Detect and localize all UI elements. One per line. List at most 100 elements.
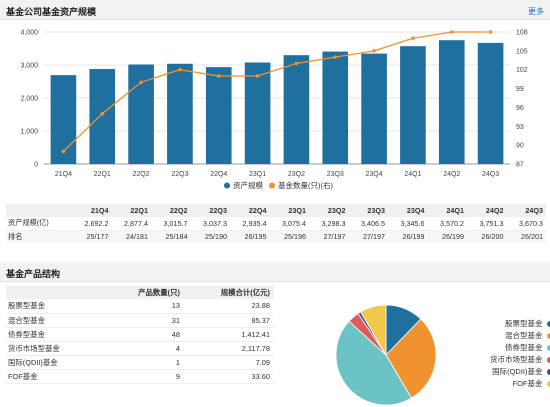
x-tick: 22Q4 [210,171,227,178]
scale-cell: 3,298.3 [309,217,349,231]
summary-col-header: 23Q4 [388,204,428,217]
x-tick: 22Q2 [133,171,150,178]
summary-col-header: 22Q3 [190,204,230,217]
fund-type-cell: 混合型基金 [6,313,116,328]
total-cell: 33.60 [184,369,274,384]
asset-scale-title: 基金公司基金资产规模 [6,7,97,17]
legend-line-label[interactable]: 基金数量(只)(右) [278,180,333,190]
structure-row: FOF基金 9 33.60 [6,369,274,384]
line-point-23Q3[interactable] [333,55,338,59]
fund-count-line [62,31,491,152]
total-cell: 1,412.41 [184,327,274,342]
summary-row-rank: 排名 25/177 24/181 25/184 25/190 26/195 25/196 2… [6,230,546,243]
summary-col-header: 23Q1 [269,204,309,217]
bar-22Q3[interactable] [167,63,193,164]
summary-col-header: 24Q3 [506,204,546,217]
line-point-23Q1[interactable] [255,74,260,78]
pie-legend-dot [546,357,550,364]
bar-24Q3[interactable] [477,42,504,165]
y-right-tick: 87 [516,162,524,169]
pie-slice-FOF基金[interactable] [360,304,387,357]
rank-cell: 26/201 [506,230,546,243]
bar-23Q2[interactable] [283,55,310,165]
row-label: 排名 [6,230,72,243]
bar-24Q2[interactable] [438,40,465,164]
structure-pie-chart [335,304,437,406]
line-point-22Q3[interactable] [178,67,182,72]
line-point-22Q1[interactable] [100,111,105,116]
rank-cell: 25/196 [269,230,309,243]
col-count-header: 产品数量(只) [116,286,184,299]
fund-type-cell: 国际(QDII)基金 [6,355,116,370]
pie-legend-item[interactable]: 股票型基金 [490,318,550,330]
row-label: 资产规模(亿) [6,217,72,231]
line-point-24Q3[interactable] [488,30,493,34]
rank-cell: 26/195 [230,230,270,243]
col-total-header: 规模合计(亿元) [184,286,274,299]
product-structure-title: 基金产品结构 [6,269,61,279]
y-left-tick: 2,000 [20,96,38,103]
scale-cell: 3,075.4 [269,217,309,231]
rank-cell: 26/199 [388,230,428,243]
rank-cell: 26/199 [427,230,467,243]
y-left-tick: 0 [34,162,38,169]
pie-legend-item[interactable]: 货币市场型基金 [490,354,550,366]
pie-legend: 股票型基金 混合型基金债券型基金 货币市场型基金 国际(QDII)基金 FOF基金 [490,318,550,390]
line-point-22Q4[interactable] [216,74,221,78]
x-tick: 21Q4 [55,171,72,178]
bar-24Q1[interactable] [400,46,426,165]
summary-col-header: 22Q1 [111,204,151,217]
pie-legend-label: FOF基金 [512,379,543,388]
pie-legend-label: 混合型基金 [505,331,543,340]
bar-21Q4[interactable] [50,75,77,164]
structure-table: 产品数量(只) 规模合计(亿元) 股票型基金 13 23.88 混合型基金 31 85.3… [6,286,274,384]
x-tick: 24Q2 [443,171,460,178]
scale-cell: 3,670.3 [506,217,546,231]
pie-slice-债券型基金[interactable] [335,320,412,406]
line-point-23Q4[interactable] [372,49,376,53]
summary-header-row: 21Q4 22Q1 22Q2 22Q3 22Q4 23Q1 23Q2 23Q3 23Q4 24Q1… [6,204,546,217]
rank-cell: 25/177 [72,230,112,243]
pie-legend-label: 国际(QDII)基金 [492,367,543,376]
structure-row: 混合型基金 31 85.37 [6,313,274,328]
bar-23Q1[interactable] [244,62,271,165]
bar-22Q4[interactable] [205,67,232,164]
structure-row: 货币市场型基金 4 2,117.78 [6,341,274,356]
total-cell: 2,117.78 [184,341,274,356]
pie-legend-item[interactable]: 混合型基金 [490,330,550,342]
count-cell: 13 [116,299,184,314]
summary-col-header: 21Q4 [72,204,112,217]
bar-23Q3[interactable] [322,51,349,164]
fund-type-cell: 股票型基金 [6,299,116,314]
x-tick: 24Q3 [482,171,499,178]
structure-row: 债券型基金 48 1,412.41 [6,327,274,342]
structure-row: 国际(QDII)基金 1 7.09 [6,355,274,370]
pie-legend-dot [546,345,550,352]
rank-cell: 24/181 [111,230,151,243]
pie-legend-item[interactable]: FOF基金 [490,378,550,390]
pie-legend-item[interactable]: 债券型基金 [490,342,550,354]
legend-bar-label[interactable]: 资产规模 [233,180,263,190]
pie-legend-dot [546,381,550,388]
bar-23Q4[interactable] [361,53,387,164]
pie-legend-item[interactable]: 国际(QDII)基金 [490,366,550,378]
more-link[interactable]: 更多 [528,7,544,16]
summary-col-header: 24Q1 [427,204,467,217]
line-point-23Q2[interactable] [294,61,299,66]
legend-line-dot [269,182,275,189]
line-point-24Q2[interactable] [449,30,454,34]
pie-slice-混合型基金[interactable] [385,318,437,399]
bar-22Q1[interactable] [89,69,116,164]
y-right-tick: 102 [516,67,528,74]
legend-bar-dot [224,182,230,189]
count-cell: 4 [116,341,184,356]
x-tick: 23Q2 [288,171,305,178]
line-point-21Q4[interactable] [61,149,66,154]
scale-cell: 3,015.7 [151,217,191,231]
fund-type-cell: FOF基金 [6,369,116,384]
rank-cell: 25/190 [190,230,230,243]
line-point-24Q1[interactable] [411,36,415,41]
x-tick: 23Q3 [327,171,344,178]
y-left-tick: 3,000 [20,63,38,70]
line-point-22Q2[interactable] [139,80,143,85]
